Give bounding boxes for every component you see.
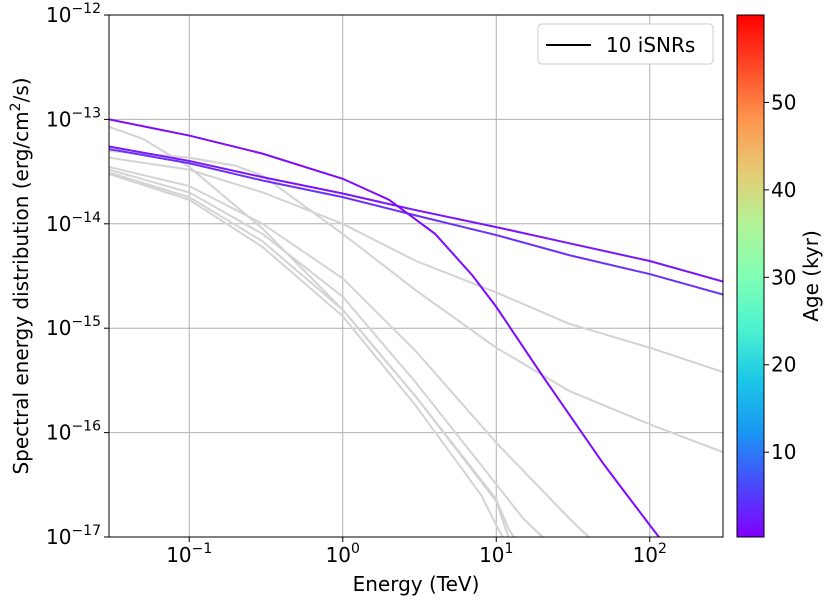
y-tick-label: 10−12: [46, 1, 101, 27]
colorbar: 10 20 30 40 50 Age (kyr): [736, 14, 823, 538]
series-line: [109, 173, 504, 537]
x-tick-label: 10−1: [166, 541, 212, 567]
legend: 10 iSNRs: [537, 23, 714, 65]
colorbar-ticks: 10 20 30 40 50: [764, 90, 796, 464]
legend-box: [537, 23, 714, 65]
colorbar-label: Age (kyr): [799, 230, 823, 322]
series-line: [109, 166, 590, 537]
y-tick-label: 10−14: [46, 210, 101, 236]
colorbar-tick-label: 40: [771, 178, 796, 202]
series-line: [109, 118, 661, 537]
series-line: [109, 145, 723, 283]
grid-lines: [109, 15, 723, 537]
series-line: [109, 156, 723, 374]
colorbar-tick-label: 30: [771, 265, 796, 289]
series-line: [109, 125, 510, 537]
x-axis-label: Energy (TeV): [353, 572, 480, 596]
y-axis-label: Spectral energy distribution (erg/cm2/s): [8, 77, 33, 474]
x-tick-label: 100: [326, 541, 360, 567]
y-tick-label: 10−17: [46, 523, 101, 549]
x-tick-label: 102: [633, 541, 667, 567]
series-line: [109, 171, 515, 537]
series-line: [109, 168, 544, 537]
plot-frame: [108, 14, 724, 538]
y-tick-label: 10−13: [46, 105, 101, 131]
colorbar-gradient: [736, 14, 765, 538]
colorbar-tick-label: 20: [771, 353, 796, 377]
series-line: [109, 149, 723, 454]
colorbar-tick-label: 50: [771, 90, 796, 114]
colorbar-tick-label: 10: [771, 440, 796, 464]
x-tick-label: 101: [479, 541, 513, 567]
axis-ticks: 10−1 100 101 102 10−17 10−16 10−15 10−14 10−13 10…: [46, 1, 667, 567]
y-tick-label: 10−15: [46, 314, 101, 340]
series-line: [109, 148, 723, 296]
series-lines: [109, 118, 723, 537]
legend-label: 10 iSNRs: [606, 33, 695, 57]
y-tick-label: 10−16: [46, 419, 101, 445]
